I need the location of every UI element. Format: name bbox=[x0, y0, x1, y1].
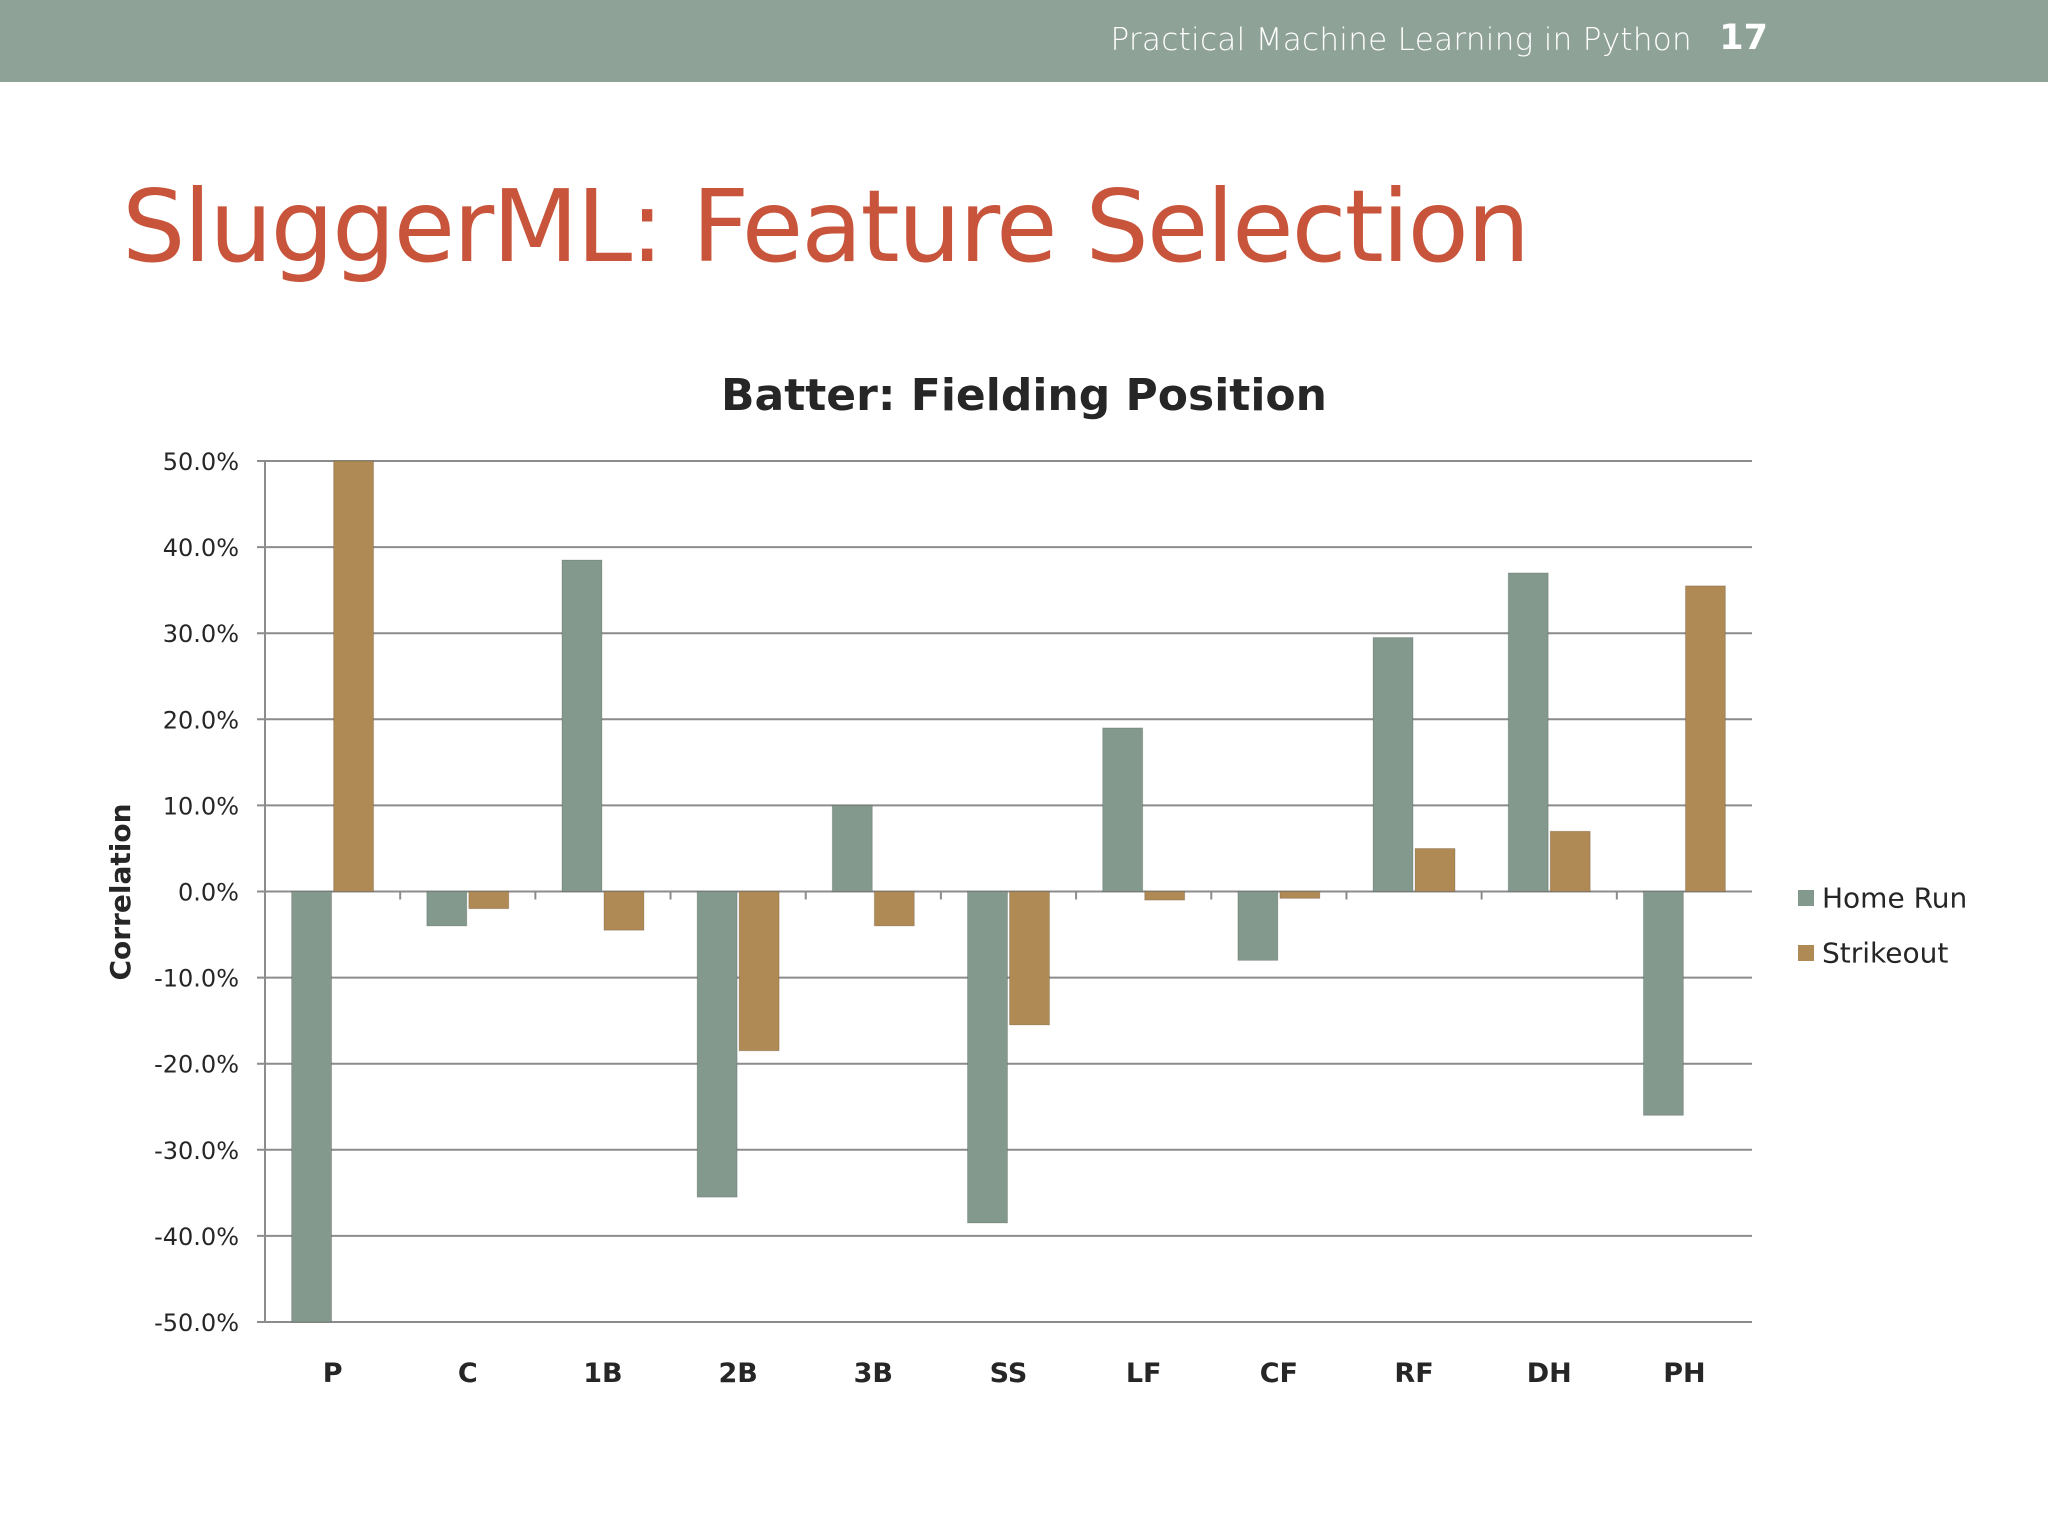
bar-strikeout-ss bbox=[1009, 891, 1050, 1026]
x-tick-label: 2B bbox=[718, 1358, 757, 1389]
x-tick-label: LF bbox=[1126, 1358, 1162, 1389]
bar-home-run-dh bbox=[1507, 572, 1549, 892]
bar-strikeout-ph bbox=[1684, 585, 1726, 892]
y-axis-label: Correlation bbox=[104, 803, 137, 980]
bar-strikeout-dh bbox=[1549, 830, 1591, 892]
bar-strikeout-3b bbox=[873, 891, 915, 927]
bar-home-run-c bbox=[426, 891, 468, 927]
x-tick-label: PH bbox=[1663, 1358, 1705, 1389]
slide-number: 17 bbox=[1719, 18, 1768, 58]
y-tick-label: -10.0% bbox=[154, 965, 239, 993]
bar-home-run-rf bbox=[1372, 637, 1414, 892]
slide-title: SluggerML: Feature Selection bbox=[122, 168, 1530, 285]
y-tick-label: -40.0% bbox=[154, 1223, 239, 1251]
y-tick-label: -50.0% bbox=[154, 1309, 239, 1337]
bar-strikeout-cf bbox=[1279, 891, 1321, 899]
legend-label-strikeout: Strikeout bbox=[1822, 936, 1949, 970]
y-tick-label: 40.0% bbox=[163, 534, 239, 562]
y-tick-label: 30.0% bbox=[163, 620, 239, 648]
x-tick-label: CF bbox=[1260, 1358, 1298, 1389]
bar-strikeout-lf bbox=[1144, 891, 1186, 901]
y-tick-label: 20.0% bbox=[163, 706, 239, 734]
bar-strikeout-p bbox=[333, 460, 375, 892]
legend-swatch-home-run bbox=[1798, 890, 1814, 906]
y-tick-label: 50.0% bbox=[163, 448, 239, 476]
bar-home-run-ss bbox=[967, 891, 1008, 1224]
x-tick-label: RF bbox=[1394, 1358, 1433, 1389]
bar-home-run-2b bbox=[696, 891, 738, 1198]
bar-home-run-1b bbox=[561, 559, 603, 892]
legend-strikeout: Strikeout bbox=[1798, 935, 1948, 970]
bar-strikeout-2b bbox=[738, 891, 780, 1052]
chart-title: Batter: Fielding Position bbox=[721, 370, 1327, 421]
bar-home-run-3b bbox=[831, 804, 873, 893]
bar-strikeout-1b bbox=[603, 891, 645, 931]
x-tick-label: DH bbox=[1527, 1358, 1572, 1389]
x-tick-label: C bbox=[458, 1358, 478, 1389]
bar-home-run-cf bbox=[1237, 891, 1279, 961]
legend-swatch-strikeout bbox=[1798, 945, 1814, 961]
y-tick-label: 0.0% bbox=[178, 879, 239, 907]
bar-home-run-ph bbox=[1642, 891, 1684, 1116]
x-tick-label: P bbox=[323, 1358, 343, 1389]
x-tick-label: 3B bbox=[854, 1358, 893, 1389]
header-bar: Practical Machine Learning in Python 17 bbox=[0, 0, 2048, 82]
x-tick-label: SS bbox=[990, 1358, 1028, 1389]
y-tick-label: -20.0% bbox=[154, 1051, 239, 1079]
legend-home-run: Home Run bbox=[1798, 880, 1967, 915]
legend-label-home-run: Home Run bbox=[1822, 881, 1968, 915]
bar-strikeout-c bbox=[468, 891, 510, 910]
y-tick-label: 10.0% bbox=[163, 792, 239, 820]
bar-home-run-lf bbox=[1102, 727, 1144, 892]
y-tick-label: -30.0% bbox=[154, 1137, 239, 1165]
deck-title: Practical Machine Learning in Python bbox=[1110, 22, 1692, 58]
bar-home-run-p bbox=[291, 891, 333, 1323]
x-tick-label: 1B bbox=[583, 1358, 622, 1389]
bar-strikeout-rf bbox=[1414, 847, 1456, 893]
